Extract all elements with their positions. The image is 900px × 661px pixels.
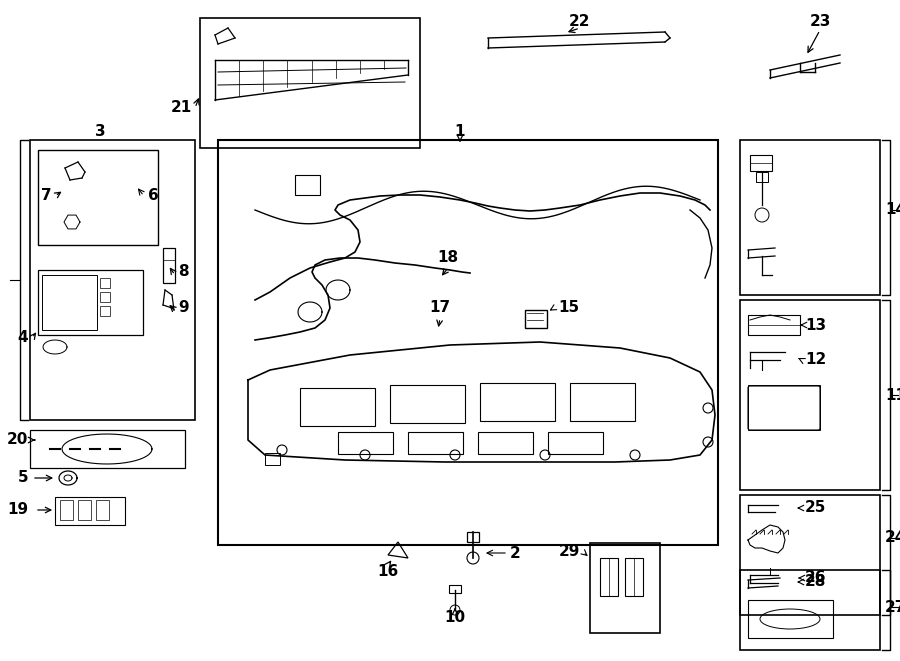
Bar [548,432,603,454]
Text: 16: 16 [377,564,399,580]
Text: 22: 22 [569,15,590,30]
Bar [740,570,880,650]
Text: 10: 10 [445,611,465,625]
Bar [163,248,175,283]
Bar [38,270,143,335]
Bar [218,140,718,545]
Bar [100,306,110,316]
Bar [408,432,463,454]
Bar [467,532,479,542]
Bar [480,383,555,421]
Bar [55,497,125,525]
Text: 21: 21 [171,100,192,116]
Text: 4: 4 [17,330,28,346]
Text: 2: 2 [510,545,521,561]
Text: 27: 27 [885,600,900,615]
Bar [740,300,880,490]
Text: 9: 9 [178,301,189,315]
Text: 7: 7 [41,188,52,204]
Text: 11: 11 [885,387,900,403]
Text: 24: 24 [885,531,900,545]
Text: 20: 20 [6,432,28,447]
Text: 29: 29 [559,545,580,559]
Bar [42,275,97,330]
Text: 8: 8 [178,264,189,280]
Bar [338,432,393,454]
Bar [478,432,533,454]
Bar [740,140,880,295]
Bar [748,315,800,335]
Bar [300,388,375,426]
Bar [756,172,768,182]
Bar [200,18,420,148]
Text: 25: 25 [805,500,826,516]
Text: 1: 1 [454,124,465,139]
Bar [449,585,461,593]
Bar [60,500,73,520]
Text: 28: 28 [805,574,826,590]
Bar [30,430,185,468]
Bar [38,150,158,245]
Text: 3: 3 [94,124,105,139]
Text: 26: 26 [805,570,826,586]
Bar [96,500,109,520]
Text: 6: 6 [148,188,158,204]
Bar [30,140,195,420]
Bar [625,558,643,596]
Text: 13: 13 [805,317,826,332]
Bar [740,495,880,615]
Bar [600,558,618,596]
Bar [590,543,660,633]
Bar [750,155,772,171]
Text: 19: 19 [7,502,28,518]
Bar [570,383,635,421]
Bar [100,292,110,302]
Bar [748,600,833,638]
Text: 17: 17 [429,301,451,315]
Bar [390,385,465,423]
Bar [265,453,280,465]
Text: 15: 15 [558,301,579,315]
Bar [78,500,91,520]
Bar [748,385,820,430]
Text: 14: 14 [885,202,900,217]
Text: 18: 18 [437,251,459,266]
Bar [295,175,320,195]
Bar [100,278,110,288]
Text: 12: 12 [805,352,826,368]
Text: 23: 23 [809,15,831,30]
Bar [525,310,547,328]
Text: 5: 5 [17,471,28,485]
